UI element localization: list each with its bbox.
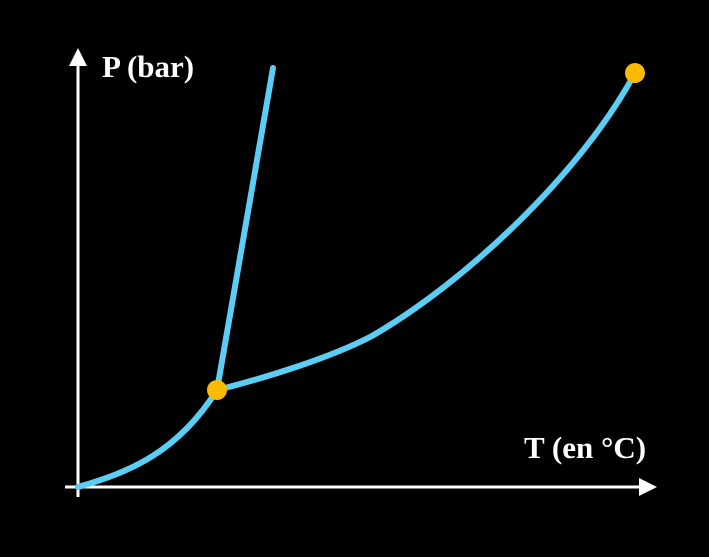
x-axis-label: T (en °C) <box>524 430 646 465</box>
x-axis-arrow <box>639 478 657 496</box>
triple-point <box>207 380 227 400</box>
y-axis-arrow <box>69 48 87 66</box>
sublimation-curve <box>75 387 220 490</box>
vaporization-curve <box>214 70 638 393</box>
fusion-curve <box>214 65 276 393</box>
y-axis-label: P (bar) <box>102 49 194 84</box>
critical-point <box>625 63 645 83</box>
